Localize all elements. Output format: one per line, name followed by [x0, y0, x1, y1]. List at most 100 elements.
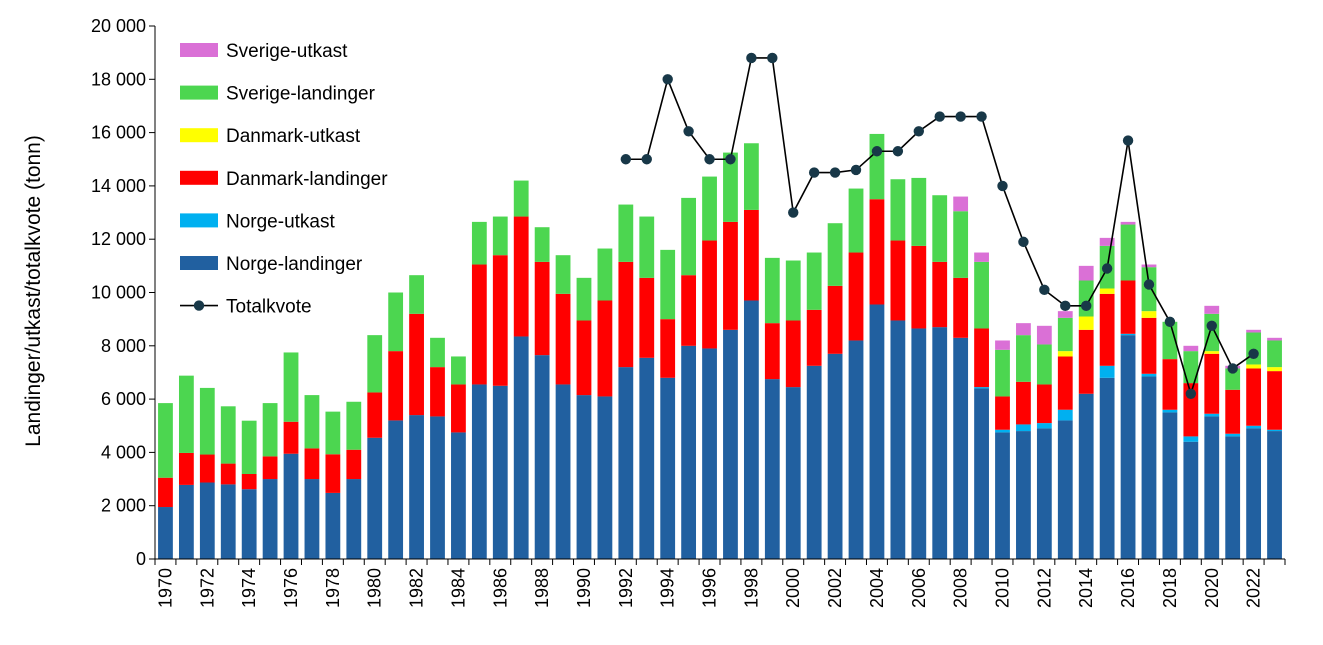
bar-segment-norge-landinger-2013: [1057, 420, 1073, 559]
legend-swatch-danmark-utkast: [180, 128, 218, 143]
bar-segment-norge-utkast-2012: [1036, 423, 1052, 429]
x-tick-label: 1992: [616, 568, 636, 608]
x-tick-label: 2002: [825, 568, 845, 608]
totalkvote-point-2000: [788, 207, 799, 218]
bar-segment-norge-landinger-1970: [158, 507, 173, 559]
x-tick-label: 2000: [783, 568, 803, 608]
bar-segment-danmark-landinger-2016: [1120, 280, 1136, 334]
totalkvote-point-2011: [1018, 236, 1029, 248]
x-tick-label: 1974: [239, 568, 259, 608]
x-tick-label: 1986: [490, 568, 510, 608]
bar-segment-norge-landinger-2002: [827, 353, 843, 559]
totalkvote-point-2013: [1060, 300, 1071, 312]
totalkvote-point-2018: [1164, 316, 1176, 328]
bar-segment-norge-landinger-1979: [346, 479, 362, 559]
bar-segment-sverige-landinger-1989: [555, 255, 571, 294]
totalkvote-point-1992: [620, 154, 632, 165]
bar-segment-danmark-landinger-1984: [451, 384, 466, 433]
bar-segment-sverige-utkast-2013: [1057, 311, 1073, 318]
bar-segment-sverige-landinger-1983: [430, 337, 445, 368]
y-tick-label: 4 000: [101, 442, 146, 462]
bar-segment-norge-landinger-1990: [576, 395, 592, 559]
bar-segment-danmark-landinger-1992: [618, 261, 634, 368]
legend-swatch-sverige-utkast: [180, 43, 218, 57]
bar-segment-danmark-landinger-1995: [681, 275, 697, 346]
bar-segment-sverige-landinger-1992: [618, 204, 634, 262]
bar-segment-danmark-landinger-2020: [1204, 353, 1220, 414]
bar-segment-sverige-utkast-2016: [1120, 221, 1136, 225]
bar-segment-norge-landinger-1982: [409, 415, 424, 559]
bar-segment-norge-utkast-2011: [1016, 424, 1031, 432]
bar-segment-danmark-landinger-1989: [555, 293, 571, 385]
x-tick-label: 1984: [448, 568, 468, 608]
x-tick-label: 2022: [1244, 568, 1264, 608]
bar-segment-norge-landinger-2021: [1225, 436, 1241, 559]
x-tick-label: 2016: [1118, 568, 1138, 608]
x-tick-label: 1988: [532, 568, 552, 608]
bar-segment-danmark-landinger-1993: [639, 277, 655, 358]
totalkvote-point-1995: [683, 126, 694, 137]
totalkvote-point-1998: [746, 52, 757, 64]
bar-segment-sverige-utkast-2014: [1078, 265, 1094, 281]
bar-segment-danmark-landinger-2014: [1078, 329, 1094, 394]
bar-segment-norge-landinger-1997: [723, 329, 738, 559]
bar-segment-norge-landinger-1983: [430, 416, 445, 559]
y-tick-label: 0: [136, 549, 146, 569]
bar-segment-danmark-landinger-1988: [534, 261, 550, 356]
bar-segment-norge-landinger-1972: [199, 482, 215, 559]
bar-segment-danmark-utkast-2022: [1246, 364, 1262, 369]
x-tick-label: 1994: [658, 568, 678, 608]
bar-segment-danmark-landinger-2005: [890, 240, 906, 321]
bar-segment-norge-landinger-2014: [1078, 393, 1094, 559]
y-tick-label: 18 000: [91, 69, 146, 89]
bar-segment-norge-landinger-2015: [1099, 377, 1115, 559]
bar-segment-norge-landinger-2020: [1204, 416, 1220, 559]
totalkvote-point-2004: [871, 146, 883, 157]
bar-segment-sverige-landinger-1991: [597, 248, 613, 301]
bar-segment-norge-landinger-2017: [1141, 376, 1157, 559]
legend-swatch-norge-landinger: [180, 256, 218, 270]
y-axis: 0 2 000 4 000 6 000 8 000 10 000 12 000 14 000 1…: [91, 16, 156, 569]
bar-segment-danmark-landinger-2004: [869, 199, 885, 305]
legend-label-danmark-landinger: Danmark-landinger: [226, 169, 388, 190]
bar-segment-norge-landinger-1996: [702, 348, 717, 559]
bar-segment-sverige-landinger-1979: [346, 401, 362, 450]
bar-segment-norge-landinger-2023: [1267, 431, 1282, 559]
bar-segment-danmark-landinger-2021: [1225, 389, 1241, 434]
bar-segment-norge-landinger-1998: [743, 300, 759, 559]
bar-segment-norge-landinger-1992: [618, 367, 634, 559]
totalkvote-point-2002: [829, 167, 841, 178]
y-tick-label: 16 000: [91, 123, 146, 143]
x-tick-label: 1998: [741, 568, 761, 608]
legend-marker-totalkvote: [193, 300, 205, 311]
bar-segment-sverige-landinger-2020: [1204, 313, 1220, 352]
bar-segment-sverige-landinger-1972: [199, 387, 215, 455]
bar-segment-norge-utkast-2013: [1057, 409, 1073, 421]
bar-segment-norge-landinger-2010: [995, 432, 1010, 559]
bar-segment-danmark-landinger-2010: [995, 396, 1010, 430]
bar-segment-sverige-landinger-1981: [388, 292, 404, 352]
bar-segment-norge-landinger-2022: [1246, 428, 1262, 559]
bar-segment-norge-landinger-1981: [388, 420, 404, 559]
bar-segment-norge-landinger-1973: [220, 484, 236, 559]
bar-segment-norge-utkast-2022: [1246, 425, 1262, 429]
bar-segment-norge-landinger-2006: [911, 328, 927, 559]
bar-segment-danmark-landinger-2002: [827, 285, 843, 354]
bar-segment-danmark-landinger-1994: [660, 319, 676, 378]
bar-segment-danmark-landinger-1981: [388, 351, 404, 421]
bar-segment-norge-landinger-2009: [974, 388, 989, 559]
bar-segment-norge-landinger-1984: [451, 432, 466, 559]
bar-segment-sverige-landinger-2014: [1078, 280, 1094, 317]
bar-segment-danmark-landinger-1975: [262, 456, 278, 480]
x-tick-label: 1978: [323, 568, 343, 608]
bar-segment-danmark-landinger-2015: [1099, 293, 1115, 366]
bar-segment-sverige-landinger-1974: [241, 420, 257, 474]
bar-segment-sverige-landinger-1978: [325, 411, 341, 455]
bar-segment-sverige-landinger-1986: [492, 216, 508, 256]
bar-segment-norge-landinger-2003: [848, 340, 864, 559]
totalkvote-point-2021: [1227, 363, 1238, 374]
bar-segment-norge-landinger-1994: [660, 377, 676, 559]
bar-segment-sverige-landinger-2021: [1225, 368, 1241, 390]
bar-segment-sverige-utkast-2019: [1183, 345, 1199, 352]
bar-segment-sverige-utkast-2012: [1036, 325, 1052, 345]
